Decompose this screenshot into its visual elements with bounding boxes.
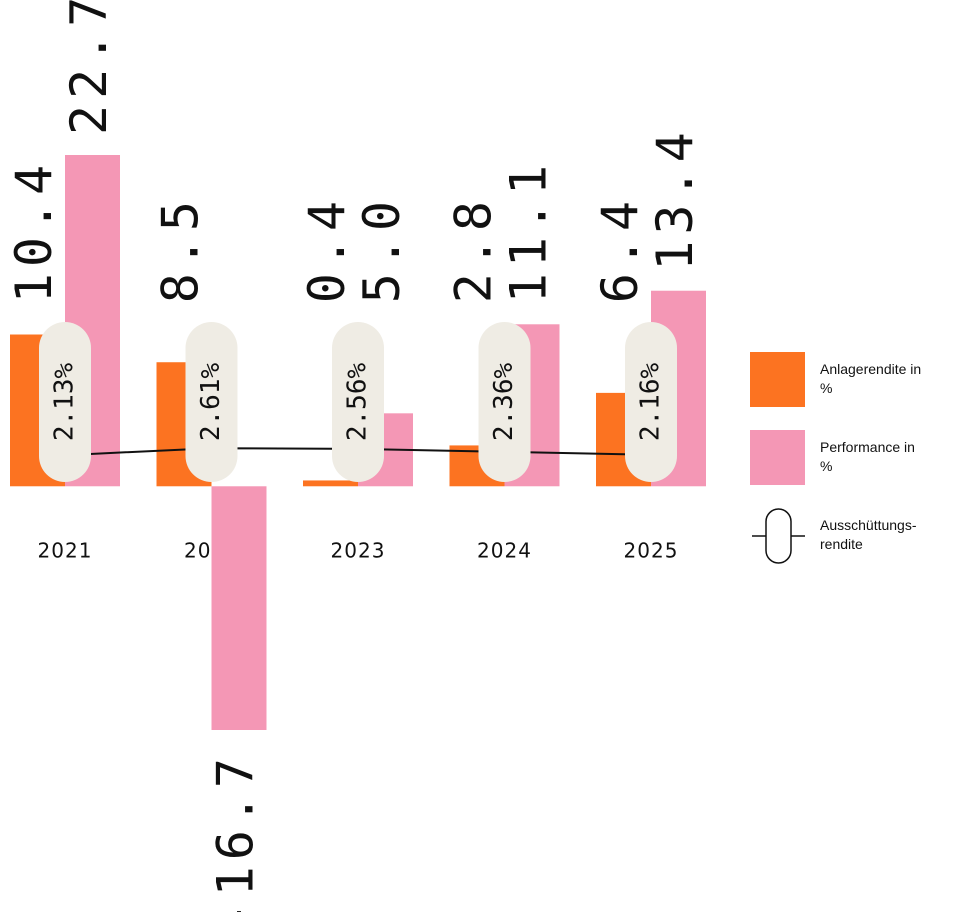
data-label: 10.4 bbox=[5, 159, 63, 303]
pill bbox=[39, 322, 91, 482]
pill bbox=[478, 322, 531, 482]
x-tick-label: 2023 bbox=[331, 539, 386, 563]
legend-swatch bbox=[750, 352, 805, 407]
data-label: 2.13% bbox=[50, 363, 80, 442]
data-label: 5.0 bbox=[353, 195, 411, 303]
data-label: 2.36% bbox=[489, 363, 519, 442]
data-label: 2.8 bbox=[445, 195, 503, 303]
data-label: 0.4 bbox=[298, 195, 356, 303]
legend-label: Anlagerendite in % bbox=[820, 361, 922, 396]
data-label: 6.4 bbox=[591, 195, 649, 303]
data-label: 8.5 bbox=[152, 195, 210, 303]
pill bbox=[185, 322, 238, 482]
data-label: 22.7 bbox=[60, 0, 118, 135]
bar bbox=[211, 486, 267, 730]
bar bbox=[303, 480, 358, 487]
legend-label: Performance in % bbox=[820, 439, 915, 474]
data-label: 2.61% bbox=[196, 363, 226, 442]
legend-swatch bbox=[750, 430, 805, 485]
data-label: -16.7 bbox=[207, 752, 265, 912]
pill bbox=[332, 322, 384, 482]
legend-pill bbox=[765, 508, 792, 564]
x-tick-label: 2021 bbox=[38, 539, 93, 563]
data-label: 11.1 bbox=[500, 159, 558, 303]
pill bbox=[625, 322, 677, 482]
legend-label: Ausschüttungs­rendite bbox=[820, 517, 917, 552]
data-label: 2.16% bbox=[636, 363, 666, 442]
x-tick-label: 2024 bbox=[477, 539, 532, 563]
data-label: 13.4 bbox=[646, 126, 704, 270]
x-tick-label: 2025 bbox=[624, 539, 679, 563]
data-label: 2.56% bbox=[343, 363, 373, 442]
